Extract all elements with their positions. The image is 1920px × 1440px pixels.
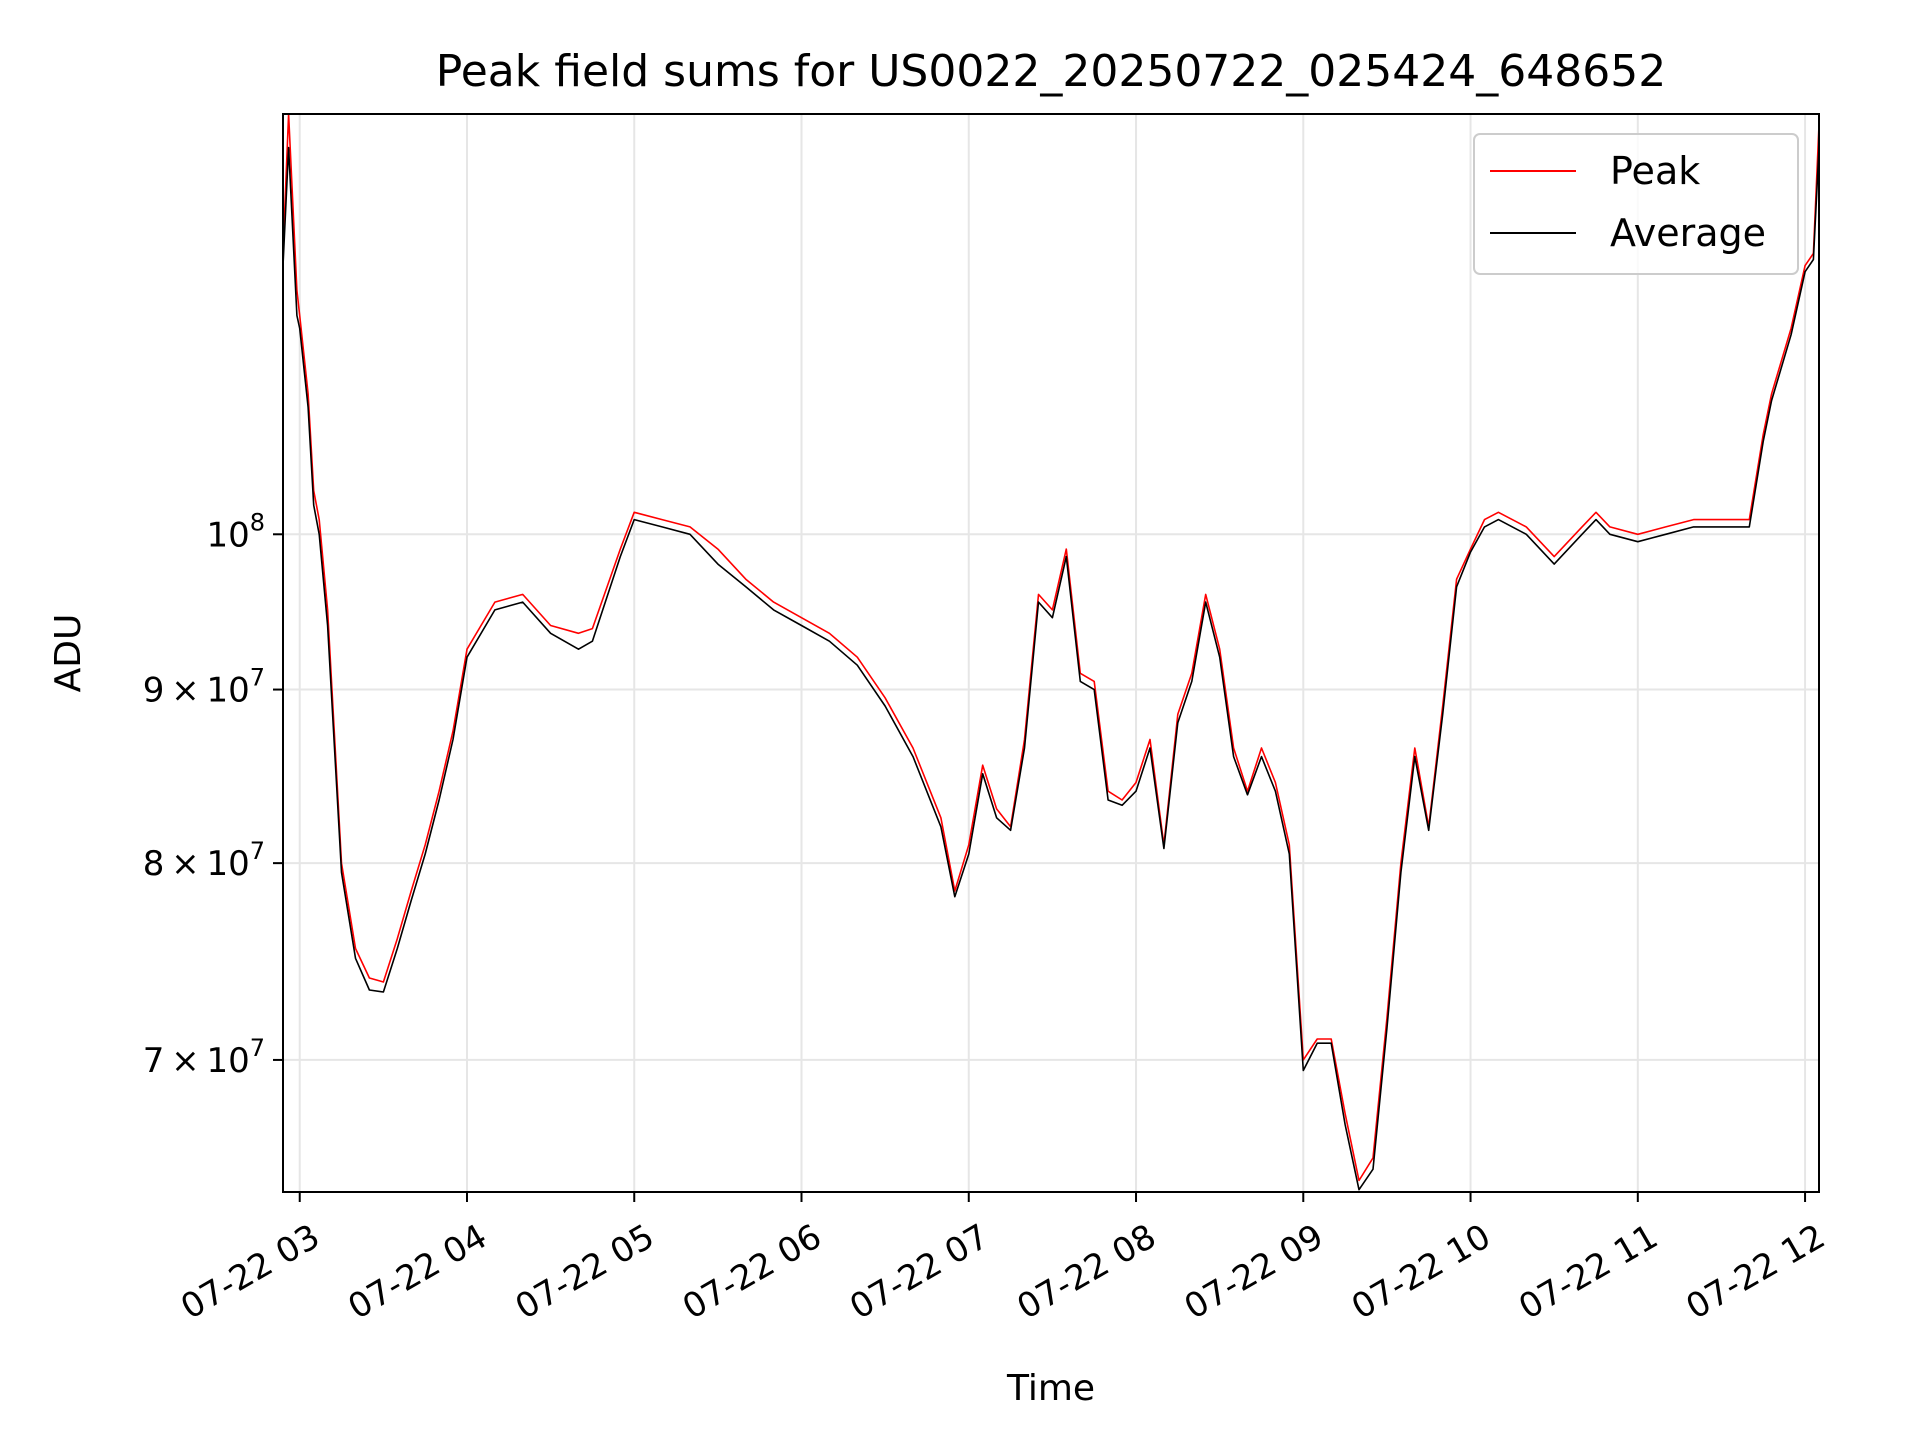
legend-label-average: Average (1610, 211, 1766, 255)
series-line-peak (282, 113, 1820, 1182)
plot-frame (282, 113, 1820, 1193)
legend-box (1473, 133, 1799, 275)
y-ticks: 7 × 107 8 × 107 9 × 107 108 (143, 508, 283, 1081)
y-tick-label: 108 (206, 508, 265, 555)
chart-title: Peak field sums for US0022_20250722_0254… (436, 46, 1666, 97)
grid (283, 114, 1819, 1192)
y-axis-label: ADU (48, 614, 89, 693)
x-axis-label: Time (1006, 1368, 1095, 1409)
series-line-average (282, 146, 1820, 1191)
y-tick-label: 9 × 107 (143, 664, 265, 711)
y-tick-label: 8 × 107 (143, 837, 265, 884)
legend-label-peak: Peak (1610, 149, 1700, 193)
y-tick-label: 7 × 107 (143, 1034, 265, 1081)
series-lines (282, 113, 1820, 1191)
legend: Peak Average (1473, 133, 1799, 275)
